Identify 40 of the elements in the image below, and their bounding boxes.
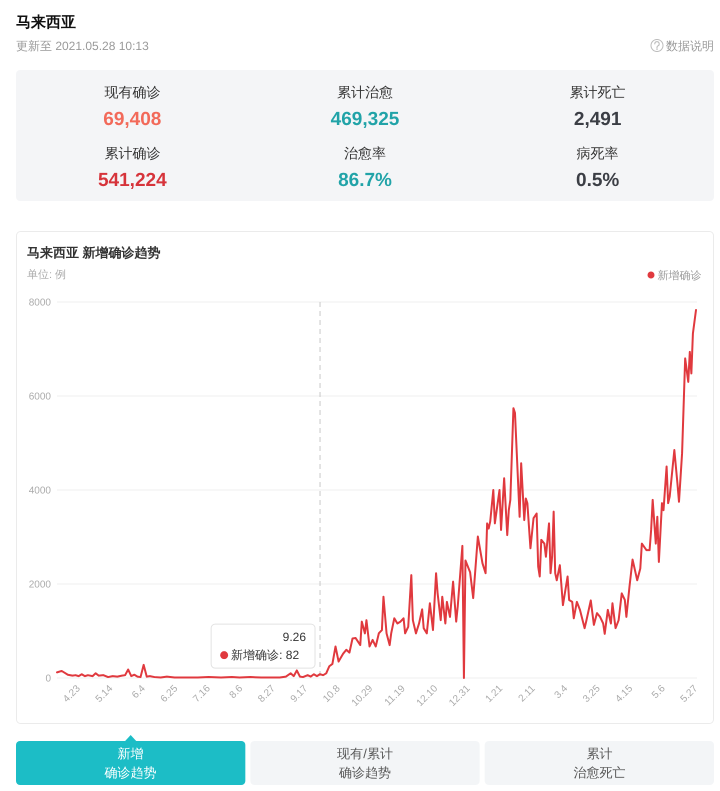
text: 469,325 [330, 109, 400, 130]
x-tick-label: 1.21 [484, 683, 506, 705]
x-tick-label: 5.6 [650, 683, 668, 701]
annotation: 新增确诊: 82 [231, 648, 300, 662]
x-tick-label: 3.4 [552, 683, 570, 701]
y-tick-label: 8000 [28, 298, 52, 308]
chart-title: 马来西亚 新增确诊趋势 [27, 245, 161, 260]
category-label: 现有/累计确诊趋势 [337, 746, 393, 780]
category-label: 累计死亡 [570, 84, 626, 100]
x-tick-label: 4.23 [61, 683, 84, 705]
category-label: 治愈率 [344, 145, 386, 161]
y-tick-label: 0 [45, 674, 52, 684]
x-tick-label: 4.15 [614, 683, 636, 705]
x-tick-label: 8.6 [228, 683, 246, 701]
legend-label: 新增确诊 [658, 269, 702, 282]
text: 0.5% [576, 170, 620, 191]
x-tick-label: 5.14 [94, 683, 116, 705]
x-tick-label: 6.4 [130, 683, 148, 701]
category-label: 病死率 [576, 145, 619, 161]
text: 数据说明 [666, 39, 714, 53]
category-label: 现有确诊 [104, 84, 160, 100]
y-axis-title: 单位: 例 [27, 268, 66, 281]
category-label: 累计确诊 [104, 145, 160, 161]
category-label: 累计治愈 [337, 84, 393, 100]
line-series [56, 308, 697, 679]
text: 更新至 2021.05.28 10:13 [16, 39, 150, 53]
y-tick-label: 6000 [28, 392, 52, 402]
x-tick-label: 7.16 [191, 683, 214, 705]
x-tick-label: 2.11 [516, 683, 538, 704]
text: 86.7% [338, 170, 392, 191]
text: 541,224 [98, 170, 167, 191]
x-tick-label: 6.25 [158, 683, 181, 705]
y-tick-label: 2000 [28, 580, 52, 590]
text: 2,491 [574, 109, 622, 130]
y-tick-label: 4000 [28, 486, 52, 496]
category-label: 累计治愈死亡 [573, 746, 626, 780]
annotation: 9.26 [282, 630, 306, 644]
text: 马来西亚 [16, 14, 76, 31]
text: 69,408 [103, 109, 162, 130]
category-label: 新增确诊趋势 [104, 746, 157, 780]
